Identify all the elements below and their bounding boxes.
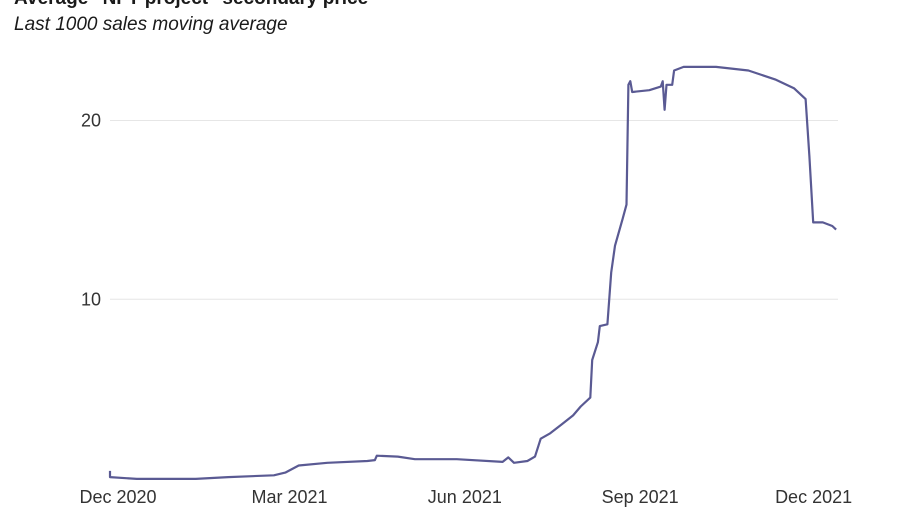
y-axis-ticks: 10 20 — [81, 111, 101, 310]
chart-title: Average "NFT project" secondary price — [14, 0, 368, 10]
x-axis-ticks: Dec 2020 Mar 2021 Jun 2021 Sep 2021 Dec 2021 — [79, 487, 852, 507]
x-tick-label: Dec 2021 — [775, 487, 852, 507]
x-tick-label: Sep 2021 — [602, 487, 679, 507]
y-tick-label: 10 — [81, 289, 101, 309]
y-tick-label: 20 — [81, 111, 101, 131]
series-line — [108, 65, 837, 480]
x-tick-label: Mar 2021 — [251, 487, 327, 507]
x-tick-label: Dec 2020 — [79, 487, 156, 507]
gridlines — [110, 120, 838, 300]
x-tick-label: Jun 2021 — [428, 487, 502, 507]
chart-subtitle: Last 1000 sales moving average — [14, 14, 288, 35]
